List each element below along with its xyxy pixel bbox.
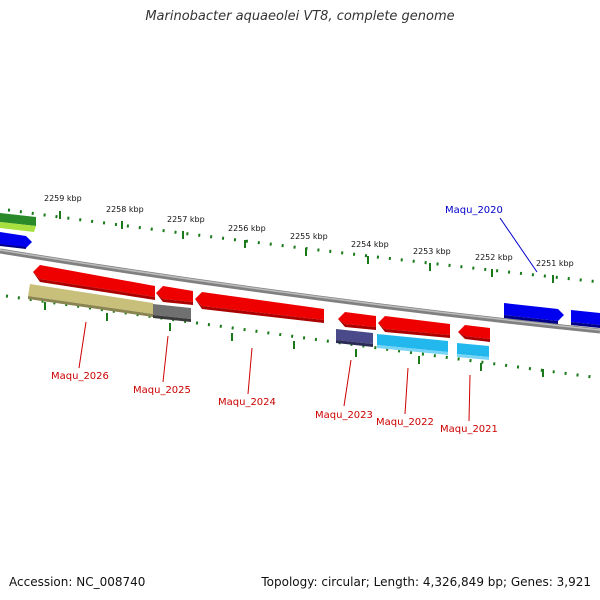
genome-backbone <box>0 248 600 334</box>
tick-label: 2251 kbp <box>536 259 574 268</box>
tick-label: 2258 kbp <box>106 205 144 214</box>
gene-label-maqu-2021: Maqu_2021 <box>440 424 498 435</box>
green-feature <box>0 213 36 226</box>
gene-maqu-2023-arrow-shade <box>338 319 376 330</box>
leader-maqu-2021 <box>468 374 471 422</box>
leader-maqu-2025 <box>162 335 169 383</box>
feature-bar-gray-shade <box>153 315 191 322</box>
feature-bar-gray <box>153 304 191 319</box>
forward-gene-left <box>0 232 32 248</box>
gene-maqu-2026-arrow <box>33 265 155 297</box>
gene-maqu-2022-arrow-shade <box>378 323 450 338</box>
major-ticks <box>59 211 554 283</box>
feature-bar-cyan-1 <box>377 334 448 352</box>
leader-maqu-2020 <box>499 217 538 273</box>
tick-label: 2253 kbp <box>413 247 451 256</box>
gene-label-maqu-2022: Maqu_2022 <box>376 417 434 428</box>
genome-summary-text: Topology: circular; Length: 4,326,849 bp… <box>261 575 591 589</box>
leader-maqu-2022 <box>404 367 409 415</box>
tick-label: 2252 kbp <box>475 253 513 262</box>
feature-bar-purple <box>336 329 373 344</box>
map-title: Marinobacter aquaeolei VT8, complete gen… <box>145 9 455 24</box>
tick-label: 2255 kbp <box>290 232 328 241</box>
gene-maqu-2024-arrow-shade <box>195 299 324 323</box>
gene-maqu-2022-arrow <box>378 316 450 335</box>
label-leaders <box>78 217 538 422</box>
feature-bars <box>28 284 489 360</box>
tick-label: 2257 kbp <box>167 215 205 224</box>
gene-maqu-2024-arrow <box>195 292 324 320</box>
leader-maqu-2024 <box>247 347 253 395</box>
feature-bar-cyan-2-shade <box>457 354 489 360</box>
gene-maqu-2026-arrow-shade <box>33 272 155 300</box>
gene-label-maqu-2023: Maqu_2023 <box>315 410 373 421</box>
feature-bar-olive <box>28 284 153 314</box>
gene-maqu-2020-arrow-shade <box>504 315 558 324</box>
forward-gene-right-shade <box>571 322 600 328</box>
leader-maqu-2023 <box>343 359 352 407</box>
gene-label-maqu-2024: Maqu_2024 <box>218 397 276 408</box>
gene-maqu-2021-arrow <box>458 325 490 339</box>
feature-bar-purple-shade <box>336 340 373 347</box>
forward-gene-left-shade <box>0 244 27 249</box>
forward-gene-right <box>571 310 600 325</box>
tick-label: 2259 kbp <box>44 194 82 203</box>
gene-maqu-2023-arrow <box>338 312 376 327</box>
feature-bar-cyan-2 <box>457 343 489 357</box>
tick-label: 2256 kbp <box>228 224 266 233</box>
leader-maqu-2026 <box>78 321 87 369</box>
gene-label-maqu-2026: Maqu_2026 <box>51 371 109 382</box>
lower-major-ticks <box>44 302 544 377</box>
genome-backbone-highlight <box>0 249 600 331</box>
gene-label-maqu-2025: Maqu_2025 <box>133 385 191 396</box>
feature-bar-cyan-1-shade <box>377 345 448 355</box>
gene-label-maqu-2020: Maqu_2020 <box>445 205 503 216</box>
tick-label: 2254 kbp <box>351 240 389 249</box>
gene-maqu-2025-arrow <box>156 286 193 302</box>
reverse-genes <box>33 265 490 342</box>
upper-tick-row <box>7 208 600 284</box>
accession-text: Accession: NC_008740 <box>9 575 146 589</box>
gene-maqu-2021-arrow-shade <box>458 332 490 342</box>
feature-bar-olive-shade <box>28 296 153 317</box>
lime-feature <box>0 222 36 232</box>
gene-maqu-2025-arrow-shade <box>156 293 193 305</box>
gene-maqu-2020-arrow <box>504 303 564 321</box>
